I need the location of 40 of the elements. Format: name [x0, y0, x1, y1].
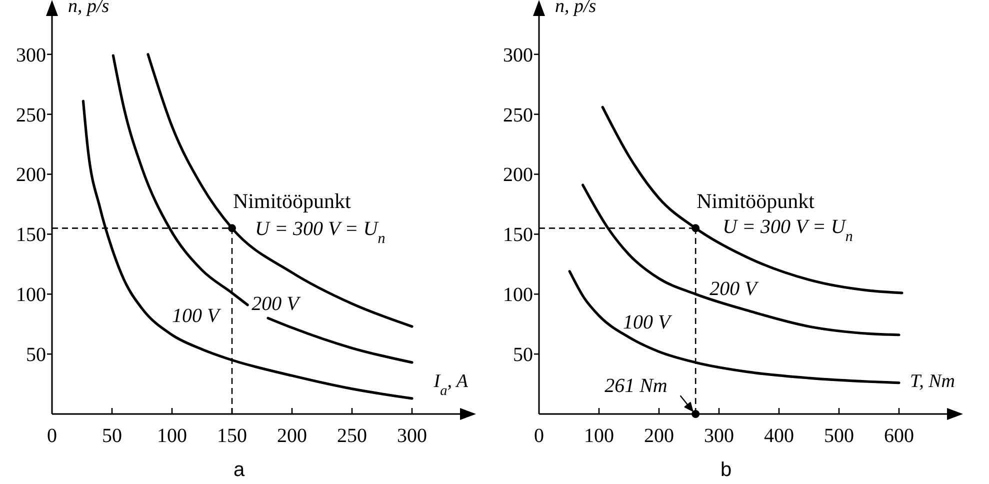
y-tick-label: 200	[16, 164, 46, 186]
x-tick-label: 300	[704, 425, 734, 447]
line-series	[266, 316, 414, 364]
y-tick-label: 100	[16, 284, 46, 306]
x-axis-title: I$_{a}$, A	[432, 371, 468, 399]
annotation: 261 Nm	[604, 375, 668, 397]
y-tick-label: 200	[503, 164, 533, 186]
annotation: 100 V	[623, 311, 673, 334]
y-tick-label: 150	[16, 224, 46, 246]
y-tick-label: 300	[16, 44, 46, 66]
annotation: U = 300 V = U$_{n}$	[255, 218, 386, 248]
x-tick-label: 0	[534, 425, 544, 447]
x-tick-label: 100	[584, 425, 614, 447]
annotation: U = 300 V = U$_{n}$	[722, 216, 853, 246]
x-tick-label: 300	[397, 425, 427, 447]
x-tick-label: 500	[824, 425, 854, 447]
x-tick-label: 50	[102, 425, 122, 447]
y-tick-label: 250	[503, 104, 533, 126]
y-tick-label: 50	[26, 344, 46, 366]
x-tick-label: 100	[157, 425, 187, 447]
x-tick-label: 0	[47, 425, 57, 447]
x-tick-label: 400	[764, 425, 794, 447]
y-tick-label: 300	[503, 44, 533, 66]
x-axis-title: T, Nm	[910, 371, 955, 392]
y-tick-label: 50	[513, 344, 533, 366]
annotation: 100 V	[172, 304, 222, 327]
x-tick-label: 600	[884, 425, 914, 447]
x-tick-label: 150	[217, 425, 247, 447]
y-tick-label: 100	[503, 284, 533, 306]
x-tick-label: 250	[337, 425, 367, 447]
text: a	[233, 459, 246, 481]
annotation: Nimitööpunkt	[696, 189, 815, 214]
annotation: Nimitööpunkt	[233, 189, 352, 214]
y-tick-label: 150	[503, 224, 533, 246]
annotation: 200 V	[710, 278, 760, 300]
x-tick-label: 200	[277, 425, 307, 447]
x-tick-label: 200	[644, 425, 674, 447]
text: b	[720, 459, 732, 481]
annotation: 200 V	[252, 292, 302, 315]
y-tick-label: 250	[16, 104, 46, 126]
